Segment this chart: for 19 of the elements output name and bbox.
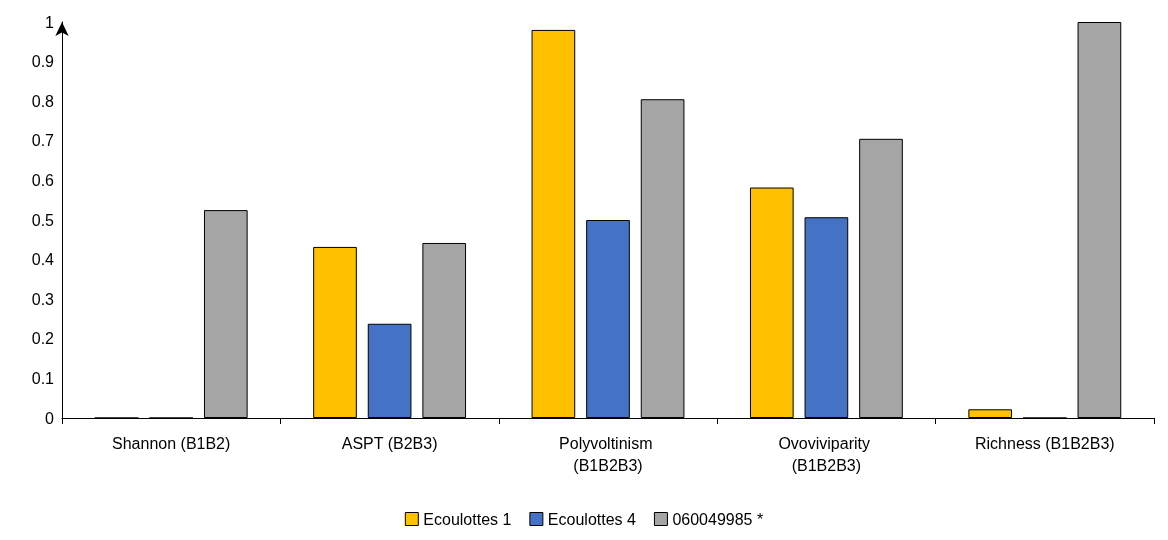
legend-label: 060049985 *	[672, 510, 764, 528]
y-tick-label: 0.5	[31, 211, 55, 229]
x-tick-label: Richness (B1B2B3)	[974, 434, 1115, 452]
x-tick-label: Shannon (B1B2)	[112, 434, 231, 452]
legend-label: Ecoulottes 4	[547, 510, 637, 528]
x-tick-label: ASPT (B2B3)	[341, 434, 438, 452]
y-tick-label: 0.4	[31, 251, 55, 269]
y-tick-label: 0	[45, 409, 55, 427]
y-tick-label: 0.8	[31, 92, 55, 110]
y-tick-label: 0.7	[31, 132, 55, 150]
legend-label: Ecoulottes 1	[423, 510, 512, 528]
x-tick-label: Ovoviviparity (B1B2B3)	[778, 434, 875, 474]
y-tick-label: 0.2	[31, 330, 55, 348]
x-tick-label: Polyvoltinism (B1B2B3)	[559, 434, 657, 474]
y-tick-label: 0.3	[31, 290, 55, 308]
y-tick-label: 0.1	[31, 369, 55, 387]
y-tick-label: 1	[45, 13, 55, 31]
y-tick-label: 0.9	[31, 53, 55, 71]
y-tick-label: 0.6	[31, 171, 55, 189]
